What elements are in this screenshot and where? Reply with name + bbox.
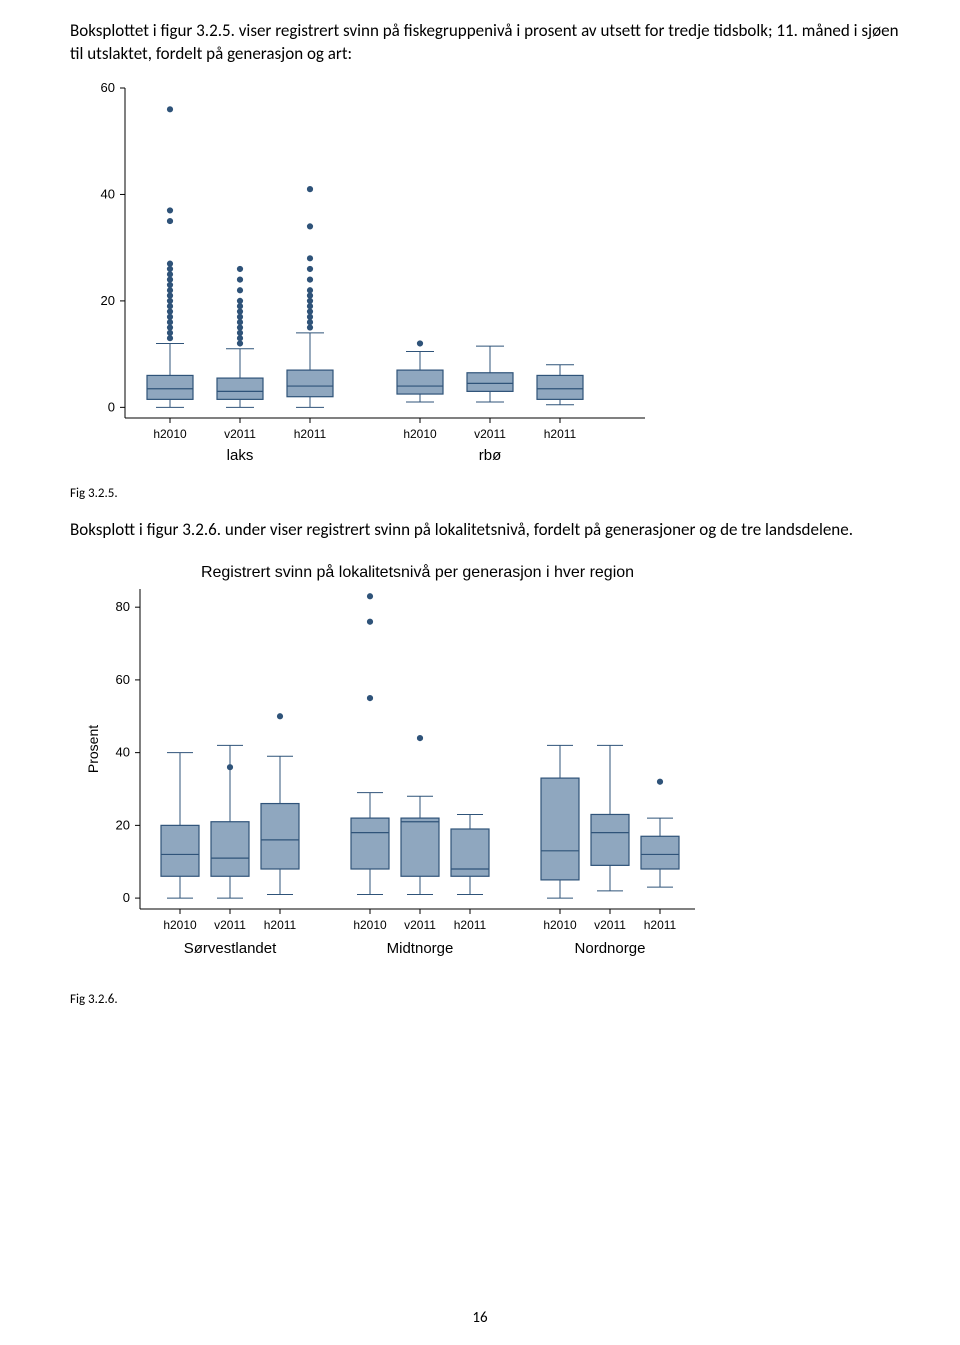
svg-text:Nordnorge: Nordnorge [575,940,646,957]
svg-text:60: 60 [101,80,115,95]
figure-caption-2: Fig 3.2.6. [70,992,910,1007]
svg-text:h2011: h2011 [644,918,677,932]
svg-text:v2011: v2011 [214,918,246,932]
svg-text:laks: laks [227,447,254,464]
paragraph-intro-2: Boksplott i figur 3.2.6. under viser reg… [70,519,910,542]
svg-text:h2011: h2011 [264,918,297,932]
svg-text:40: 40 [116,744,130,759]
chart-figure-3-2-5: 0 20 40 60 h2010 v2011 h2011 h2010 v2011 h2011 lak… [70,78,910,478]
svg-text:20: 20 [101,293,115,308]
svg-text:80: 80 [116,599,130,614]
svg-text:h2011: h2011 [294,427,327,441]
svg-text:h2010: h2010 [403,427,437,441]
svg-text:h2010: h2010 [353,918,387,932]
svg-text:Prosent: Prosent [85,725,101,773]
page: Boksplottet i figur 3.2.5. viser registr… [0,0,960,1345]
svg-text:h2010: h2010 [163,918,197,932]
svg-text:Midtnorge: Midtnorge [387,940,454,957]
svg-text:h2011: h2011 [454,918,487,932]
boxplot-chart-2: Registrert svinn på lokalitetsnivå per g… [70,554,710,984]
svg-text:v2011: v2011 [474,427,506,441]
chart-figure-3-2-6: Registrert svinn på lokalitetsnivå per g… [70,554,910,984]
figure-caption-1: Fig 3.2.5. [70,486,910,501]
svg-text:0: 0 [123,890,130,905]
boxplot-chart-1: 0 20 40 60 h2010 v2011 h2011 h2010 v2011 h2011 lak… [70,78,660,478]
svg-text:Sørvestlandet: Sørvestlandet [184,940,277,957]
svg-text:v2011: v2011 [594,918,626,932]
svg-text:v2011: v2011 [404,918,436,932]
paragraph-intro-1: Boksplottet i figur 3.2.5. viser registr… [70,20,910,66]
svg-text:h2011: h2011 [544,427,577,441]
page-number: 16 [0,1309,960,1327]
svg-text:40: 40 [101,186,115,201]
svg-text:20: 20 [116,817,130,832]
svg-text:60: 60 [116,672,130,687]
svg-text:rbø: rbø [479,447,502,464]
svg-text:v2011: v2011 [224,427,256,441]
svg-text:h2010: h2010 [153,427,187,441]
svg-text:Registrert svinn på lokalitets: Registrert svinn på lokalitetsnivå per g… [201,563,634,581]
svg-text:0: 0 [108,399,115,414]
svg-text:h2010: h2010 [543,918,577,932]
